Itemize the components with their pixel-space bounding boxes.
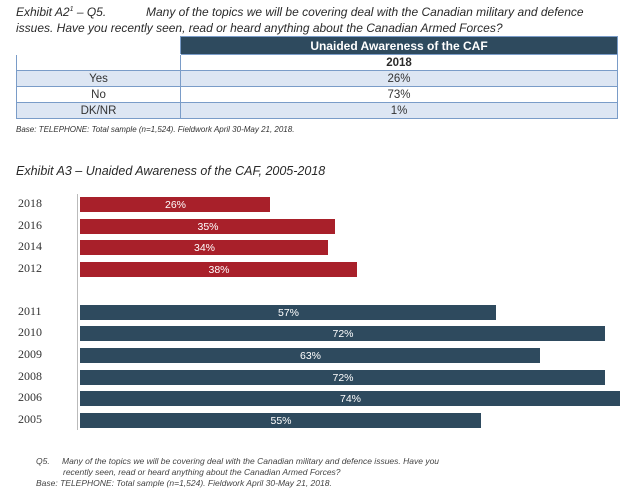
bar (80, 348, 540, 363)
bar-value-label: 63% (300, 350, 322, 362)
footnote-line-1: Many of the topics we will be covering d… (62, 456, 440, 466)
table-row: No 73% (16, 86, 618, 103)
question-line-1: Many of the topics we will be covering d… (146, 5, 584, 19)
bar-value-label: 57% (278, 307, 300, 319)
exhibit-a2-question: Exhibit A21 – Q5. Many of the topics we w… (16, 2, 616, 36)
row-value: 1% (180, 102, 618, 119)
row-value: 26% (180, 70, 618, 87)
year-label: 2016 (18, 218, 42, 232)
awareness-bar-chart: 2018 26% 2016 35% 2014 34% 2012 38% 2011 57% 2010 7… (0, 190, 630, 440)
bar (80, 197, 270, 212)
bar (80, 413, 481, 428)
year-label: 2008 (18, 369, 42, 383)
bar (80, 262, 357, 277)
bar-value-label: 26% (165, 199, 187, 211)
table-row: Yes 26% (16, 70, 618, 87)
table-year-header: 2018 (180, 54, 618, 71)
bar-value-label: 34% (194, 242, 216, 254)
table-base-note: Base: TELEPHONE: Total sample (n=1,524).… (16, 125, 295, 134)
year-label: 2014 (18, 239, 42, 253)
footnote-q-id: Q5. (36, 456, 50, 466)
footnote: Q5. Many of the topics we will be coverin… (36, 456, 556, 489)
year-label: 2018 (18, 196, 42, 210)
year-label: 2006 (18, 390, 42, 404)
bar (80, 391, 620, 406)
footnote-base: Base: TELEPHONE: Total sample (n=1,524).… (36, 478, 332, 488)
exhibit-a3-title: Exhibit A3 – Unaided Awareness of the CA… (16, 164, 326, 178)
row-label: No (16, 86, 181, 103)
row-label: DK/NR (16, 102, 181, 119)
row-label: Yes (16, 70, 181, 87)
table-row: DK/NR 1% (16, 102, 618, 119)
question-line-2: issues. Have you recently seen, read or … (16, 21, 503, 35)
bar (80, 326, 605, 341)
bar (80, 240, 328, 255)
bar (80, 219, 335, 234)
awareness-table: Unaided Awareness of the CAF 2018 Yes 26… (16, 36, 618, 119)
bar (80, 305, 496, 320)
chart-axis (77, 194, 78, 430)
row-value: 73% (180, 86, 618, 103)
bar-value-label: 72% (332, 328, 354, 340)
year-label: 2012 (18, 261, 42, 275)
footnote-line-2: recently seen, read or heard anything ab… (63, 467, 341, 477)
year-label: 2010 (18, 325, 42, 339)
bar-value-label: 55% (270, 415, 292, 427)
year-label: 2011 (18, 304, 42, 318)
year-label: 2009 (18, 347, 42, 361)
bar-value-label: 38% (208, 264, 230, 276)
table-title-blank (16, 36, 181, 55)
exhibit-a2-id: Exhibit A21 – Q5. (16, 5, 107, 19)
table-corner-cell (16, 54, 181, 71)
bar (80, 370, 605, 385)
table-title: Unaided Awareness of the CAF (180, 36, 618, 55)
year-label: 2005 (18, 412, 42, 426)
bar-value-label: 72% (332, 372, 354, 384)
bar-value-label: 74% (340, 393, 362, 405)
bar-value-label: 35% (197, 221, 219, 233)
